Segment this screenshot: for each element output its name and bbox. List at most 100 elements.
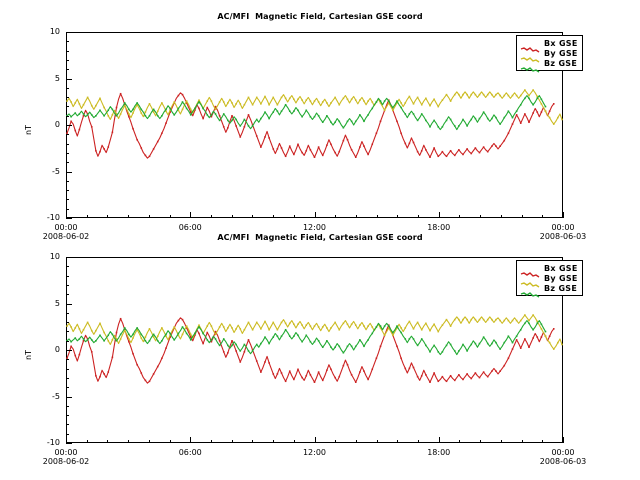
series-marker: [144, 154, 147, 157]
series-marker: [136, 327, 138, 329]
x-tick-minor: [397, 215, 399, 218]
x-tick-minor: [459, 440, 461, 443]
legend-item[interactable]: By GSE: [520, 48, 578, 63]
series-marker: [350, 149, 353, 151]
series-marker: [334, 376, 336, 379]
legend-item[interactable]: Bz GSE: [520, 283, 578, 298]
series-marker: [350, 120, 353, 123]
series-marker: [222, 326, 225, 328]
series-marker: [511, 94, 514, 97]
series-marker: [115, 115, 118, 117]
series-marker: [103, 115, 105, 117]
series-marker: [111, 333, 114, 336]
series-marker: [363, 370, 365, 372]
series-marker: [462, 318, 464, 321]
series-marker: [95, 340, 97, 342]
series-marker: [511, 123, 514, 125]
series-marker: [548, 335, 551, 337]
legend-item[interactable]: Bz GSE: [520, 58, 578, 73]
series-marker: [528, 97, 530, 100]
series-marker: [313, 100, 316, 102]
series-marker: [478, 376, 481, 379]
series-marker: [466, 318, 468, 321]
x-tick-minor: [128, 440, 130, 443]
series-marker: [416, 375, 419, 378]
series-marker: [123, 102, 126, 104]
series-marker: [206, 100, 209, 102]
series-marker: [111, 131, 114, 134]
series-marker: [532, 103, 534, 106]
series-marker: [379, 327, 382, 329]
series-marker: [404, 367, 407, 370]
series-marker: [181, 101, 184, 103]
series-marker: [354, 345, 357, 348]
series-marker: [371, 368, 374, 371]
series-marker: [400, 106, 402, 109]
series-marker: [544, 110, 547, 112]
series-marker: [367, 325, 369, 327]
series-marker: [486, 117, 489, 120]
series-marker: [524, 338, 526, 340]
series-marker: [144, 115, 147, 117]
series-marker: [132, 352, 134, 355]
series-marker: [330, 346, 332, 349]
series-marker: [532, 314, 534, 316]
series-marker: [214, 108, 217, 111]
series-marker: [181, 326, 184, 328]
series-marker: [305, 324, 308, 326]
series-marker: [309, 149, 312, 151]
series-marker: [404, 102, 407, 104]
series-marker: [293, 378, 295, 381]
series-marker: [128, 340, 130, 343]
legend-label: By GSE: [544, 273, 578, 283]
legend-item[interactable]: By GSE: [520, 273, 578, 288]
series-marker: [210, 339, 213, 341]
series-marker: [519, 122, 522, 124]
series-marker: [313, 325, 316, 327]
series-marker: [437, 105, 440, 108]
series-marker: [408, 142, 411, 145]
y-tick-minor: [66, 208, 69, 210]
y-tick-minor: [66, 405, 69, 407]
legend-label: Bz GSE: [544, 283, 578, 293]
series-marker: [111, 108, 114, 111]
series-marker: [383, 109, 386, 112]
series-marker: [392, 331, 394, 334]
series-marker: [425, 97, 427, 100]
series-marker: [177, 109, 180, 112]
series-marker: [524, 314, 526, 316]
y-tick-minor: [66, 312, 69, 314]
series-marker: [90, 329, 93, 332]
series-marker: [202, 332, 204, 335]
x-tick-major: [66, 437, 67, 443]
series-marker: [404, 338, 407, 340]
series-marker: [478, 117, 481, 120]
series-marker: [173, 114, 176, 116]
legend-item[interactable]: Bx GSE: [520, 38, 578, 53]
series-marker: [338, 328, 341, 331]
y-tick-minor: [66, 87, 69, 89]
legend-item[interactable]: Bx GSE: [520, 263, 578, 278]
series-marker: [255, 343, 258, 346]
series-marker: [276, 103, 279, 106]
series-marker: [470, 118, 473, 121]
series-marker: [420, 328, 423, 331]
x-tick-minor: [169, 215, 171, 218]
series-marker: [317, 101, 320, 103]
series-marker: [503, 139, 506, 142]
series-marker: [412, 141, 415, 144]
x-tick-minor: [273, 440, 275, 443]
series-marker: [210, 340, 213, 343]
series-marker: [507, 110, 510, 112]
series-marker: [107, 334, 110, 337]
series-marker: [268, 362, 270, 364]
series-marker: [119, 113, 122, 115]
series-marker: [181, 333, 184, 336]
series-marker: [309, 340, 312, 343]
series-marker: [470, 377, 473, 380]
series-marker: [305, 149, 308, 152]
series-marker: [268, 137, 270, 139]
series-marker: [115, 113, 118, 115]
series-marker: [449, 149, 452, 152]
series-marker: [189, 339, 192, 341]
